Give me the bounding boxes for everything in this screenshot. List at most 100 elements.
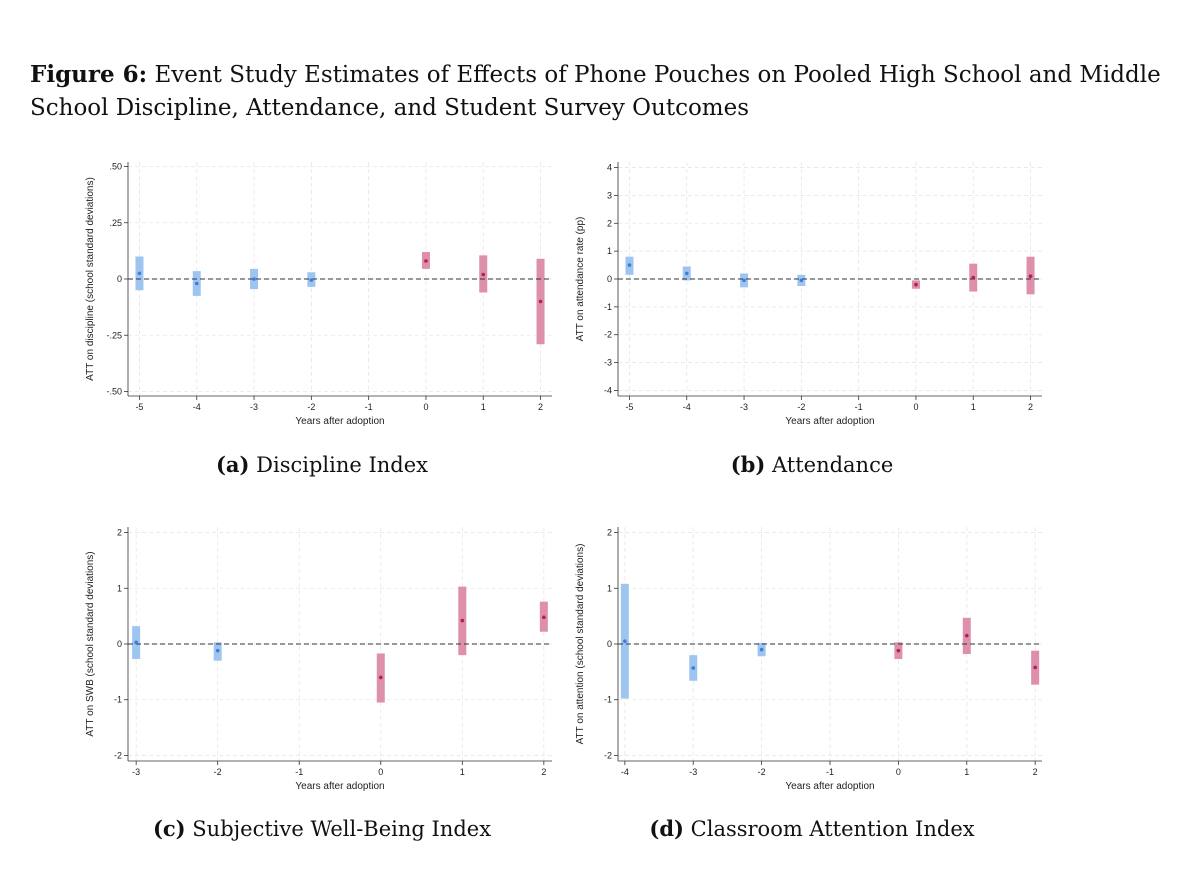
subcaption-attention: (d) Classroom Attention Index xyxy=(582,816,1042,841)
y-tick-label: -.50 xyxy=(106,387,122,397)
x-tick-label: -1 xyxy=(855,402,863,412)
x-tick-label: -4 xyxy=(193,402,201,412)
point-estimate xyxy=(309,278,314,282)
y-tick-label: -1 xyxy=(604,695,612,705)
x-tick-label: -2 xyxy=(758,767,766,777)
x-tick-label: 0 xyxy=(896,767,901,777)
attendance-chart: -4 -3 -2 -1 0 1 2 3 4 -5 -4 -3 -2 -1 0 1 2 Years after ad… xyxy=(575,162,1042,427)
point-estimate xyxy=(799,278,804,283)
y-tick-label: -2 xyxy=(604,750,612,760)
y-tick-label: 0 xyxy=(607,274,612,284)
x-tick-label: -2 xyxy=(214,767,222,777)
subcaption-swb: (c) Subjective Well-Being Index xyxy=(92,816,552,841)
y-tick-label: -2 xyxy=(114,750,122,760)
y-tick-label: 2 xyxy=(607,218,612,228)
point-estimate xyxy=(964,633,969,638)
subcaption-text: Subjective Well-Being Index xyxy=(192,817,492,841)
attention-chart: -2 -1 0 1 2 -4 -3 -2 -1 0 1 2 Years after adoption AT… xyxy=(575,527,1042,792)
y-tick-label: 2 xyxy=(607,528,612,538)
y-tick-label: 0 xyxy=(607,639,612,649)
x-tick-label: -1 xyxy=(826,767,834,777)
grid xyxy=(618,527,1042,761)
x-tick-label: 0 xyxy=(423,402,428,412)
x-tick-label: 2 xyxy=(1033,767,1038,777)
subcaption-discipline: (a) Discipline Index xyxy=(92,452,552,477)
x-axis-title: Years after adoption xyxy=(785,416,874,427)
point-estimate xyxy=(1033,665,1037,670)
y-tick-label: 0 xyxy=(117,639,122,649)
y-tick-label: .25 xyxy=(109,218,122,228)
grid xyxy=(618,162,1042,396)
x-tick-label: -4 xyxy=(621,767,629,777)
x-tick-label: -4 xyxy=(683,402,691,412)
x-tick-label: -1 xyxy=(365,402,373,412)
x-tick-label: 0 xyxy=(913,402,918,412)
panel-attention: -2 -1 0 1 2 -4 -3 -2 -1 0 1 2 Years after adoption AT… xyxy=(565,515,1065,805)
x-tick-label: -3 xyxy=(740,402,748,412)
point-estimate xyxy=(742,278,746,283)
y-tick-label: 1 xyxy=(607,246,612,256)
x-tick-label: -3 xyxy=(250,402,258,412)
y-tick-label: .50 xyxy=(109,162,122,172)
point-estimate xyxy=(481,272,486,277)
y-tick-label: -3 xyxy=(604,358,612,368)
point-estimate xyxy=(134,640,138,645)
x-tick-label: -3 xyxy=(132,767,140,777)
x-tick-label: -5 xyxy=(625,402,633,412)
x-tick-label: 2 xyxy=(1028,402,1033,412)
x-tick-label: 0 xyxy=(378,767,383,777)
subcaption-label: (c) xyxy=(152,816,186,841)
subcaption-label: (b) xyxy=(730,452,766,477)
y-axis-title: ATT on discipline (school standard devia… xyxy=(85,177,96,381)
y-tick-label: -4 xyxy=(604,385,612,395)
x-tick-label: 1 xyxy=(460,767,465,777)
point-estimate xyxy=(215,648,220,653)
x-axis-title: Years after adoption xyxy=(295,416,384,427)
x-tick-label: -2 xyxy=(797,402,805,412)
subcaption-text: Classroom Attention Index xyxy=(690,817,975,841)
figure-label: Figure 6: xyxy=(30,61,148,88)
panel-swb: -2 -1 0 1 2 -3 -2 -1 0 1 2 Years after adoption ATT … xyxy=(75,515,575,805)
y-tick-label: 2 xyxy=(117,528,122,538)
x-tick-label: -3 xyxy=(689,767,697,777)
y-tick-label: 1 xyxy=(117,583,122,593)
y-axis-title: ATT on attendance rate (pp) xyxy=(575,217,586,342)
y-tick-label: 1 xyxy=(607,583,612,593)
subcaption-text: Attendance xyxy=(771,453,894,477)
point-estimate xyxy=(623,639,627,644)
point-estimate xyxy=(194,281,199,286)
x-tick-label: -2 xyxy=(307,402,315,412)
y-tick-label: 0 xyxy=(117,274,122,284)
point-estimate xyxy=(914,282,918,287)
point-estimate xyxy=(252,277,256,281)
y-tick-label: -1 xyxy=(604,302,612,312)
swb-chart: -2 -1 0 1 2 -3 -2 -1 0 1 2 Years after adoption ATT … xyxy=(85,527,552,792)
panel-discipline: -.50 -.25 0 .25 .50 -5 -4 -3 -2 -1 0 1 2 Years after … xyxy=(75,150,575,440)
figure-title: Event Study Estimates of Effects of Phon… xyxy=(30,62,1161,121)
x-tick-label: -1 xyxy=(295,767,303,777)
x-tick-label: 2 xyxy=(541,767,546,777)
point-estimate xyxy=(137,271,142,276)
x-tick-label: -5 xyxy=(135,402,143,412)
y-tick-label: 4 xyxy=(607,163,612,173)
figure-caption: Figure 6: Event Study Estimates of Effec… xyxy=(30,58,1180,125)
y-tick-label: -1 xyxy=(114,695,122,705)
point-estimate xyxy=(627,263,632,267)
subcaption-text: Discipline Index xyxy=(256,453,429,477)
point-estimate xyxy=(1028,274,1033,279)
subcaption-label: (d) xyxy=(649,816,684,841)
y-axis-title: ATT on attention (school standard deviat… xyxy=(575,544,586,745)
point-estimate xyxy=(684,271,689,276)
x-tick-label: 1 xyxy=(964,767,969,777)
point-estimate xyxy=(378,675,383,680)
point-estimate xyxy=(971,275,976,280)
x-tick-label: 2 xyxy=(538,402,543,412)
discipline-chart: -.50 -.25 0 .25 .50 -5 -4 -3 -2 -1 0 1 2 Years after … xyxy=(85,162,552,427)
subcaption-label: (a) xyxy=(215,452,250,477)
y-tick-label: -2 xyxy=(604,330,612,340)
point-estimate xyxy=(759,647,764,652)
subcaption-attendance: (b) Attendance xyxy=(582,452,1042,477)
point-estimate xyxy=(542,615,546,620)
x-axis-title: Years after adoption xyxy=(785,781,874,792)
x-tick-label: 1 xyxy=(971,402,976,412)
